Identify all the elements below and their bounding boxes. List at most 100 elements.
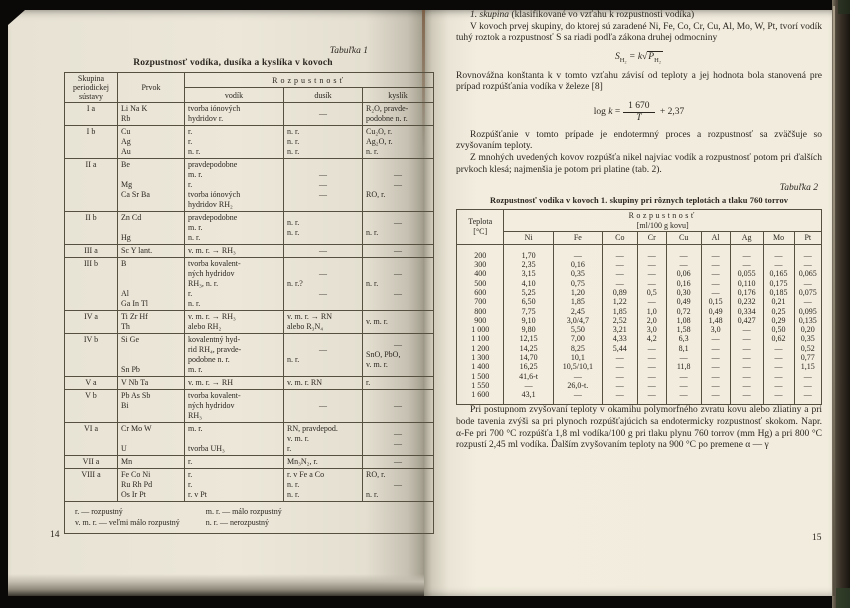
table2-cell: — [700, 343, 731, 353]
table1-cell-line: hydridov r. [188, 114, 224, 123]
table2-cell: — [636, 278, 667, 288]
table1-cell-line: — [319, 170, 327, 179]
table1-cell-line: V a [85, 378, 97, 387]
table1-cell: tvorba iónových hydridov r. [184, 102, 284, 126]
table1-cell: kovalentný hyd-rid RH₄, pravde-podobne n… [184, 333, 284, 377]
table1-cell-line: Fe Co Ni [121, 470, 151, 479]
table2-cell: 900 [455, 315, 505, 326]
table2-title: Rozpustnosť vodíka v kovoch 1. skupiny p… [489, 196, 789, 206]
table2-header-temp: Teplota [°C] [455, 209, 505, 245]
right-page-content: 1. skupina (klasifikované vo vzťahu k ro… [455, 10, 823, 452]
table1-cell-line: n. r. [366, 490, 379, 499]
table2-cell: 26,0-t. [552, 380, 603, 391]
table2-metal-header: Co [601, 231, 638, 245]
table2-cell: — [700, 287, 731, 298]
table1-cell-line: Au [121, 147, 131, 156]
table2-cell: 0,16 [665, 278, 702, 288]
table2-cell: 0,35 [793, 334, 823, 344]
table1-cell-line: m. r. [188, 365, 203, 374]
table1-cell-line: Ga In Tl [121, 299, 148, 308]
table2-cell: 1 550 [455, 380, 505, 391]
legend-line: r. — rozpustný [75, 507, 123, 516]
table2: Teplota [°C] Rozpustnosť [ml/100 g kovu]… [455, 209, 823, 406]
table2-cell: — [636, 380, 667, 391]
table1-cell-line: — [394, 246, 402, 255]
table1-legend-col2: m. r. — málo rozpustný n. r. — nerozpustn… [206, 506, 282, 528]
table1-cell-line: n. r. [287, 228, 300, 237]
formula-logk-denominator: T [636, 112, 642, 123]
table1-cell-line: tvorba UH₃ [188, 444, 225, 453]
table2-cell: 1 400 [455, 362, 505, 372]
table2-cell: 1 100 [455, 334, 505, 344]
table2-cell: — [601, 244, 638, 261]
table2-cell: 0,232 [729, 297, 764, 307]
table2-cell: — [700, 260, 731, 270]
table1-cell-line: — [394, 269, 402, 278]
table1-cell-line: n. r. [287, 137, 300, 146]
table2-cell: — [762, 390, 795, 405]
table2-metal-header: Pt [793, 231, 823, 245]
table2-cell: — [729, 343, 764, 353]
table1-cell: VIII a [64, 468, 118, 502]
table2-cell: 2,0 [636, 315, 667, 326]
table2-temp-unit: [°C] [473, 226, 488, 236]
table1-cell-line: kovalentný hyd- [188, 335, 241, 344]
table2-cell: 0,15 [700, 297, 731, 307]
table1-cell-line: tvorba iónových [188, 104, 241, 113]
table1-row: II a Be Mg Ca Sr Ba pravdepodobne m. r. r. tvo… [64, 158, 434, 212]
table2-cell: 0,16 [552, 260, 603, 270]
table2-cell: 0,427 [729, 315, 764, 326]
table2-cell: — [665, 371, 702, 381]
table2-metal-header: Cr [636, 231, 667, 245]
table1-body: I a Li Na K Rb tvorba iónových hydridov r. — R… [64, 102, 434, 502]
table2-cell: — [762, 353, 795, 363]
cover-glimpse-top [838, 0, 850, 14]
table1-cell-line: n. r. [188, 299, 201, 308]
table1-cell-line [121, 434, 181, 444]
table2-row: 800 7,75 2,45 1,85 1,0 0,72 0,49 0,334 0,25 0,095 [455, 306, 823, 316]
table1-row: I b Cu Ag Au r. r. n. r. n. r. n. r. n. r. Cu₂O, r… [64, 125, 434, 159]
formula-logk-var: k [608, 107, 613, 118]
table1-legend-cell: r. — rozpustný v. m. r. — veľmi málo rozp… [64, 501, 434, 534]
table1-row: I a Li Na K Rb tvorba iónových hydridov r. — R… [64, 102, 434, 126]
table2-cell: 3,0/4,7 [552, 315, 603, 326]
table1-cell-line: R₂O, pravde- [366, 104, 409, 113]
table2-cell: 14,70 [503, 353, 554, 363]
table2-cell: 5,25 [503, 287, 554, 298]
table2-cell: — [636, 390, 667, 405]
table2-cell: — [793, 371, 823, 381]
table1-label: Tabuľka 1 [330, 46, 394, 56]
table1-cell: tvorba kovalent-ných hydridov RH₃, n. r. r… [184, 257, 284, 311]
table2-cell: — [793, 260, 823, 270]
table1-cell-line: Mn [121, 457, 133, 466]
table1-cell-line: n. r. [287, 355, 300, 364]
paragraph-3: Rozpúšťanie v tomto prípade je endotermn… [456, 129, 822, 152]
table1-cell: Cu Ag Au [117, 125, 185, 159]
table2-cell: — [636, 343, 667, 353]
table1-cell-line: hydridov RH₂ [188, 200, 233, 209]
table2-row: 1 600 43,1— — — — — — — — [455, 390, 823, 405]
table1-cell: Cu₂O, r. Ag₂O, r. n. r. [362, 125, 434, 159]
table1-cell-line: Si Ge [121, 335, 139, 344]
table2-cell: — [636, 362, 667, 372]
table2-cell: — [601, 260, 638, 270]
section-heading-rest: (klasifikované vo vzťahu k rozpustnosti … [509, 10, 695, 20]
table1-cell-line: IV a [84, 312, 98, 321]
table2-cell: 0,52 [793, 343, 823, 353]
page-stack-edge [8, 574, 424, 596]
table2-cell: 0,075 [793, 287, 823, 298]
table1-cell: I b [64, 125, 118, 159]
table2-cell: 12,15 [503, 334, 554, 344]
table1-row: V b Pb As Sb Bi tvorba kovalent-ných hydrid… [64, 389, 434, 423]
table2-cell: — [762, 244, 795, 261]
table1-cell: v. m. r. → RH [184, 376, 284, 390]
table2-cell: 7,00 [552, 334, 603, 344]
table1-cell-line: VIII a [81, 470, 101, 479]
table1-cell-line: RH₃, n. r. [188, 279, 219, 288]
table1-cell-line: — [394, 180, 402, 189]
table2-row: 400 3,15 0,35— —0,06—0,055 0,165 0,065 [455, 269, 823, 279]
table1-row: IV a Ti Zr Hf Th v. m. r. → RH₃ alebo RH₂ v. … [64, 310, 434, 334]
table2-cell: 0,334 [729, 306, 764, 316]
table2-row: 700 6,50 1,85 1,22—0,49 0,15 0,232 0,21— [455, 297, 823, 307]
